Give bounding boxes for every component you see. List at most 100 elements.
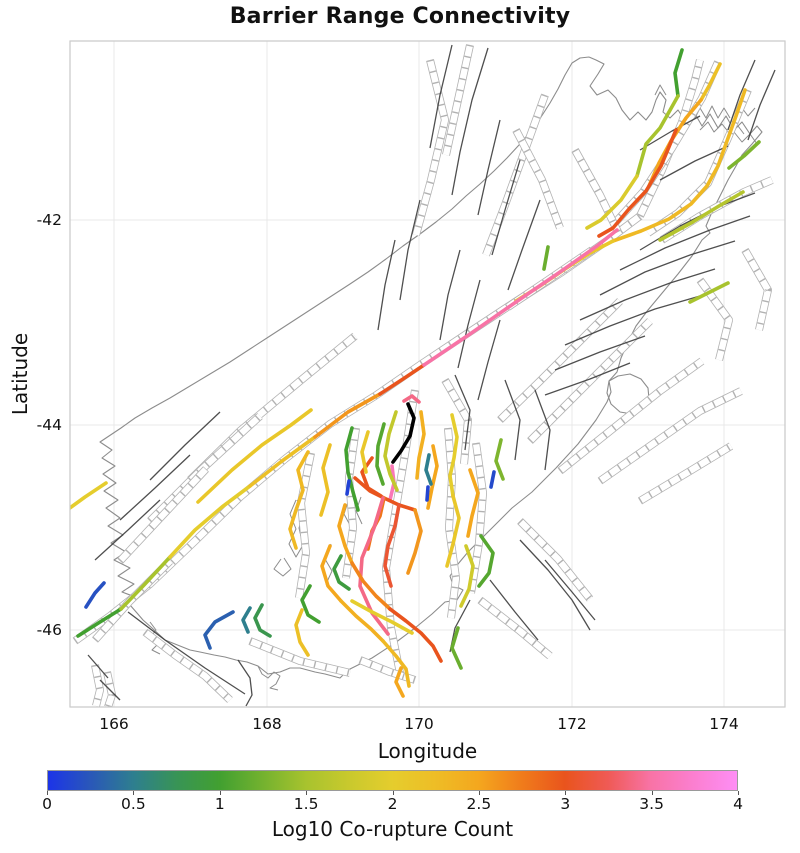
fault-chain-rungs [103,671,116,707]
fault-chain-rungs [611,60,721,227]
fault-chain-rungs [638,443,733,504]
barrier-trace [699,62,722,102]
fault-trace-line [377,239,396,331]
fault-chain-fill [444,427,460,619]
colorbar-tick-label: 0 [42,795,52,813]
barrier-trace [448,413,459,498]
barrier-trace [450,626,463,670]
colorbar-tick-label: 3 [560,795,571,813]
fault-chain-outline [611,60,722,227]
barrier-trace [459,544,475,608]
x-tick-label: 172 [557,715,587,733]
barrier-trace [337,503,354,565]
barrier-trace [383,503,401,588]
barrier-trace [477,534,495,588]
axis-tick-labels: 166 168 170 172 174 -42 -44 -46 [37,211,739,733]
fault-trace-line [579,268,716,321]
barrier-trace [394,666,405,698]
fault-trace-line [119,454,191,521]
barrier-trace [248,435,317,488]
fault-trace-line [149,411,221,481]
barrier-trace [611,88,747,243]
fault-trace-line [94,499,161,561]
fault-trace-line [659,145,729,181]
barrier-trace [597,128,678,238]
fault-trace-line [727,59,756,131]
fault-chain-fill [92,558,173,643]
colorbar-tick-label: 2.5 [466,795,492,813]
y-tick-label: -44 [37,416,62,434]
barrier-trace [332,554,351,591]
fault-chain-rungs [143,629,233,703]
barrier-trace [339,599,385,643]
fault-trace-line [544,362,631,396]
fault-chain-rungs [442,378,472,465]
coastline-path [99,56,763,679]
barrier-trace [203,610,235,650]
fault-trace-line [477,119,501,216]
coastline [99,56,763,691]
fault-trace-line [544,559,596,621]
barrier-trace [253,603,272,638]
lake-outline [355,496,363,525]
y-axis-label: Latitude [8,332,32,416]
barrier-trace [402,394,421,404]
barrier-trace [168,484,252,559]
fault-trace-line [439,249,461,341]
fault-chain-fill [478,597,553,659]
colorbar-tick-mark [133,791,135,795]
x-axis-label: Longitude [377,739,478,763]
fault-chain-rungs [742,248,772,331]
sounds-coast-detail [654,84,667,96]
fault-chain-fill [638,443,733,504]
y-tick-label: -46 [37,621,62,639]
fault-trace-line [454,374,471,451]
fault-chain-fill [248,638,351,677]
barrier-trace [383,410,399,492]
fault-chain-fill [117,466,209,564]
colorbar-tick-label: 3.5 [639,795,664,813]
colorbar-tick-label: 1 [214,795,225,813]
colorbar-tick-label: 4 [733,795,743,813]
barrier-trace [241,606,252,634]
fault-trace-line [564,295,701,346]
x-tick-label: 170 [404,715,434,733]
barrier-trace [388,607,443,663]
barrier-trace [585,174,639,230]
plot-border-rect [69,40,786,708]
fault-chain-fill [143,629,233,703]
colorbar-tick-mark [392,791,394,795]
colorbar-tick-mark [306,791,308,795]
barrier-trace [466,468,480,538]
fault-trace-line [127,611,246,695]
colorbar-tick-label: 1.5 [293,795,319,813]
barrier-trace [445,494,461,568]
barrier-trace [84,581,106,609]
barrier-trace [119,555,172,611]
colorbar-tick-label: 2 [387,795,398,813]
fault-chain-fill [497,298,623,423]
barrier-trace [76,607,123,638]
colorbar-tick-mark [565,791,567,795]
barrier-trace [294,608,310,657]
fault-trace-line [507,199,541,291]
fault-trace-line [451,47,489,196]
fault-trace-line [554,335,646,371]
barrier-trace [422,228,619,367]
colorbar-tick-mark [219,791,221,795]
barrier-trace [350,561,392,611]
chart-title: Barrier Range Connectivity [229,4,571,29]
barrier-range-traces [70,48,761,698]
fault-chain-rungs [467,442,487,594]
barrier-trace [673,48,684,98]
colorbar-gradient [47,770,738,791]
colorbar-tick-label: 0.5 [121,795,146,813]
fault-chain-fill [513,128,563,230]
barrier-trace [375,422,386,486]
colorbar-tick-mark [738,791,739,795]
fault-trace-line [619,215,751,271]
barrier-trace [426,444,439,510]
barrier-trace [381,639,411,688]
fault-trace-line [639,115,701,151]
fault-chain-rungs [147,413,263,524]
